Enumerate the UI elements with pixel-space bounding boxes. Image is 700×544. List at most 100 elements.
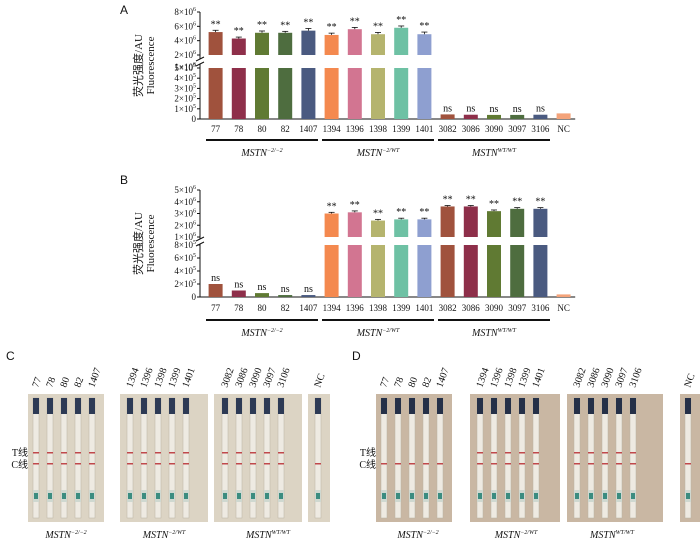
bar (440, 206, 455, 237)
bar (208, 284, 223, 297)
t-line (602, 452, 608, 454)
x-tick-label: 82 (420, 376, 434, 389)
x-tick-label: 78 (234, 303, 244, 313)
strip-sample-pad (223, 493, 227, 499)
strip-cap (183, 398, 189, 414)
bar (301, 295, 316, 297)
bar (278, 32, 293, 55)
x-tick-label: 1407 (299, 303, 318, 313)
strip-cap (685, 398, 691, 414)
bar (347, 29, 362, 55)
x-tick-label: 78 (44, 376, 58, 389)
x-tick-label: 80 (258, 124, 268, 134)
t-line (141, 452, 147, 454)
y-tick-label: 6×106 (174, 21, 196, 31)
significance-label: ** (234, 26, 244, 37)
t-line (33, 452, 39, 454)
significance-label: ns (513, 104, 522, 115)
group-label: MSTNWT/WT (245, 530, 291, 541)
c-line (395, 463, 401, 465)
strip-sample-pad (478, 493, 482, 499)
x-tick-label: NC (557, 303, 570, 313)
y-tick-label: 2×105 (174, 279, 196, 289)
c-line (141, 463, 147, 465)
c-line (423, 463, 429, 465)
y-tick-label: 4×105 (174, 266, 196, 276)
bar (556, 113, 571, 119)
c-line-label: C线 (11, 458, 28, 471)
significance-label: ns (443, 103, 452, 114)
x-tick-label: 78 (234, 124, 244, 134)
c-line (33, 463, 39, 465)
c-line (533, 463, 539, 465)
strip-cap (250, 398, 256, 414)
c-line (155, 463, 161, 465)
bar (347, 212, 362, 237)
bar (394, 245, 409, 297)
bar (278, 295, 293, 297)
t-line (616, 452, 622, 454)
bar (463, 206, 478, 237)
strip-sample-pad (34, 493, 38, 499)
bar (440, 114, 455, 119)
t-line (630, 452, 636, 454)
x-tick-label: 1407 (434, 366, 451, 389)
strip-sample-pad (48, 493, 52, 499)
strip-sample-pad (265, 493, 269, 499)
t-line (533, 452, 539, 454)
t-line (169, 452, 175, 454)
x-tick-label: 3097 (508, 124, 527, 134)
significance-label: ns (304, 284, 313, 295)
bar (301, 30, 316, 55)
significance-label: ** (373, 208, 383, 219)
x-tick-label: NC (312, 372, 327, 389)
significance-label: ** (350, 200, 360, 211)
t-line (236, 452, 242, 454)
bar (371, 245, 385, 297)
y-tick-label: 6×105 (174, 253, 196, 263)
c-line (616, 463, 622, 465)
c-line (602, 463, 608, 465)
y-tick-label: 8×106 (174, 7, 196, 17)
significance-label: ** (489, 199, 499, 210)
bar (324, 34, 339, 55)
y-tick-label: 3×105 (174, 83, 196, 93)
t-line (278, 452, 284, 454)
bar (487, 211, 501, 237)
x-tick-label: 77 (211, 303, 221, 313)
x-tick-label: 3086 (462, 124, 481, 134)
bar (371, 220, 385, 237)
bar (394, 219, 409, 237)
strip-cap (315, 398, 321, 414)
c-line (278, 463, 284, 465)
x-tick-label: 1401 (180, 366, 197, 389)
bar (510, 208, 525, 237)
y-tick-label: 2×106 (174, 50, 196, 60)
x-tick-label: 80 (258, 303, 268, 313)
bar (231, 290, 246, 297)
bar (371, 34, 385, 55)
x-tick-label: 3082 (439, 303, 457, 313)
strip-sample-pad (686, 493, 690, 499)
significance-label: ** (396, 15, 406, 26)
bar (556, 294, 571, 297)
x-tick-label: 78 (392, 376, 406, 389)
c-line (250, 463, 256, 465)
c-line (89, 463, 95, 465)
strip-cap (423, 398, 429, 414)
strip-sample-pad (492, 493, 496, 499)
c-line (505, 463, 511, 465)
c-line (574, 463, 580, 465)
strip-cap (491, 398, 497, 414)
strip-cap (89, 398, 95, 414)
x-tick-label: 1399 (392, 303, 411, 313)
x-tick-label: 1401 (530, 366, 547, 389)
bar (487, 245, 501, 297)
strip-sample-pad (128, 493, 132, 499)
strip-sample-pad (170, 493, 174, 499)
group-label: MSTN−2/−2 (44, 530, 86, 541)
significance-label: ns (490, 104, 499, 115)
bar (533, 114, 548, 119)
strip-sample-pad (156, 493, 160, 499)
y-tick-label: 3×106 (174, 209, 196, 219)
